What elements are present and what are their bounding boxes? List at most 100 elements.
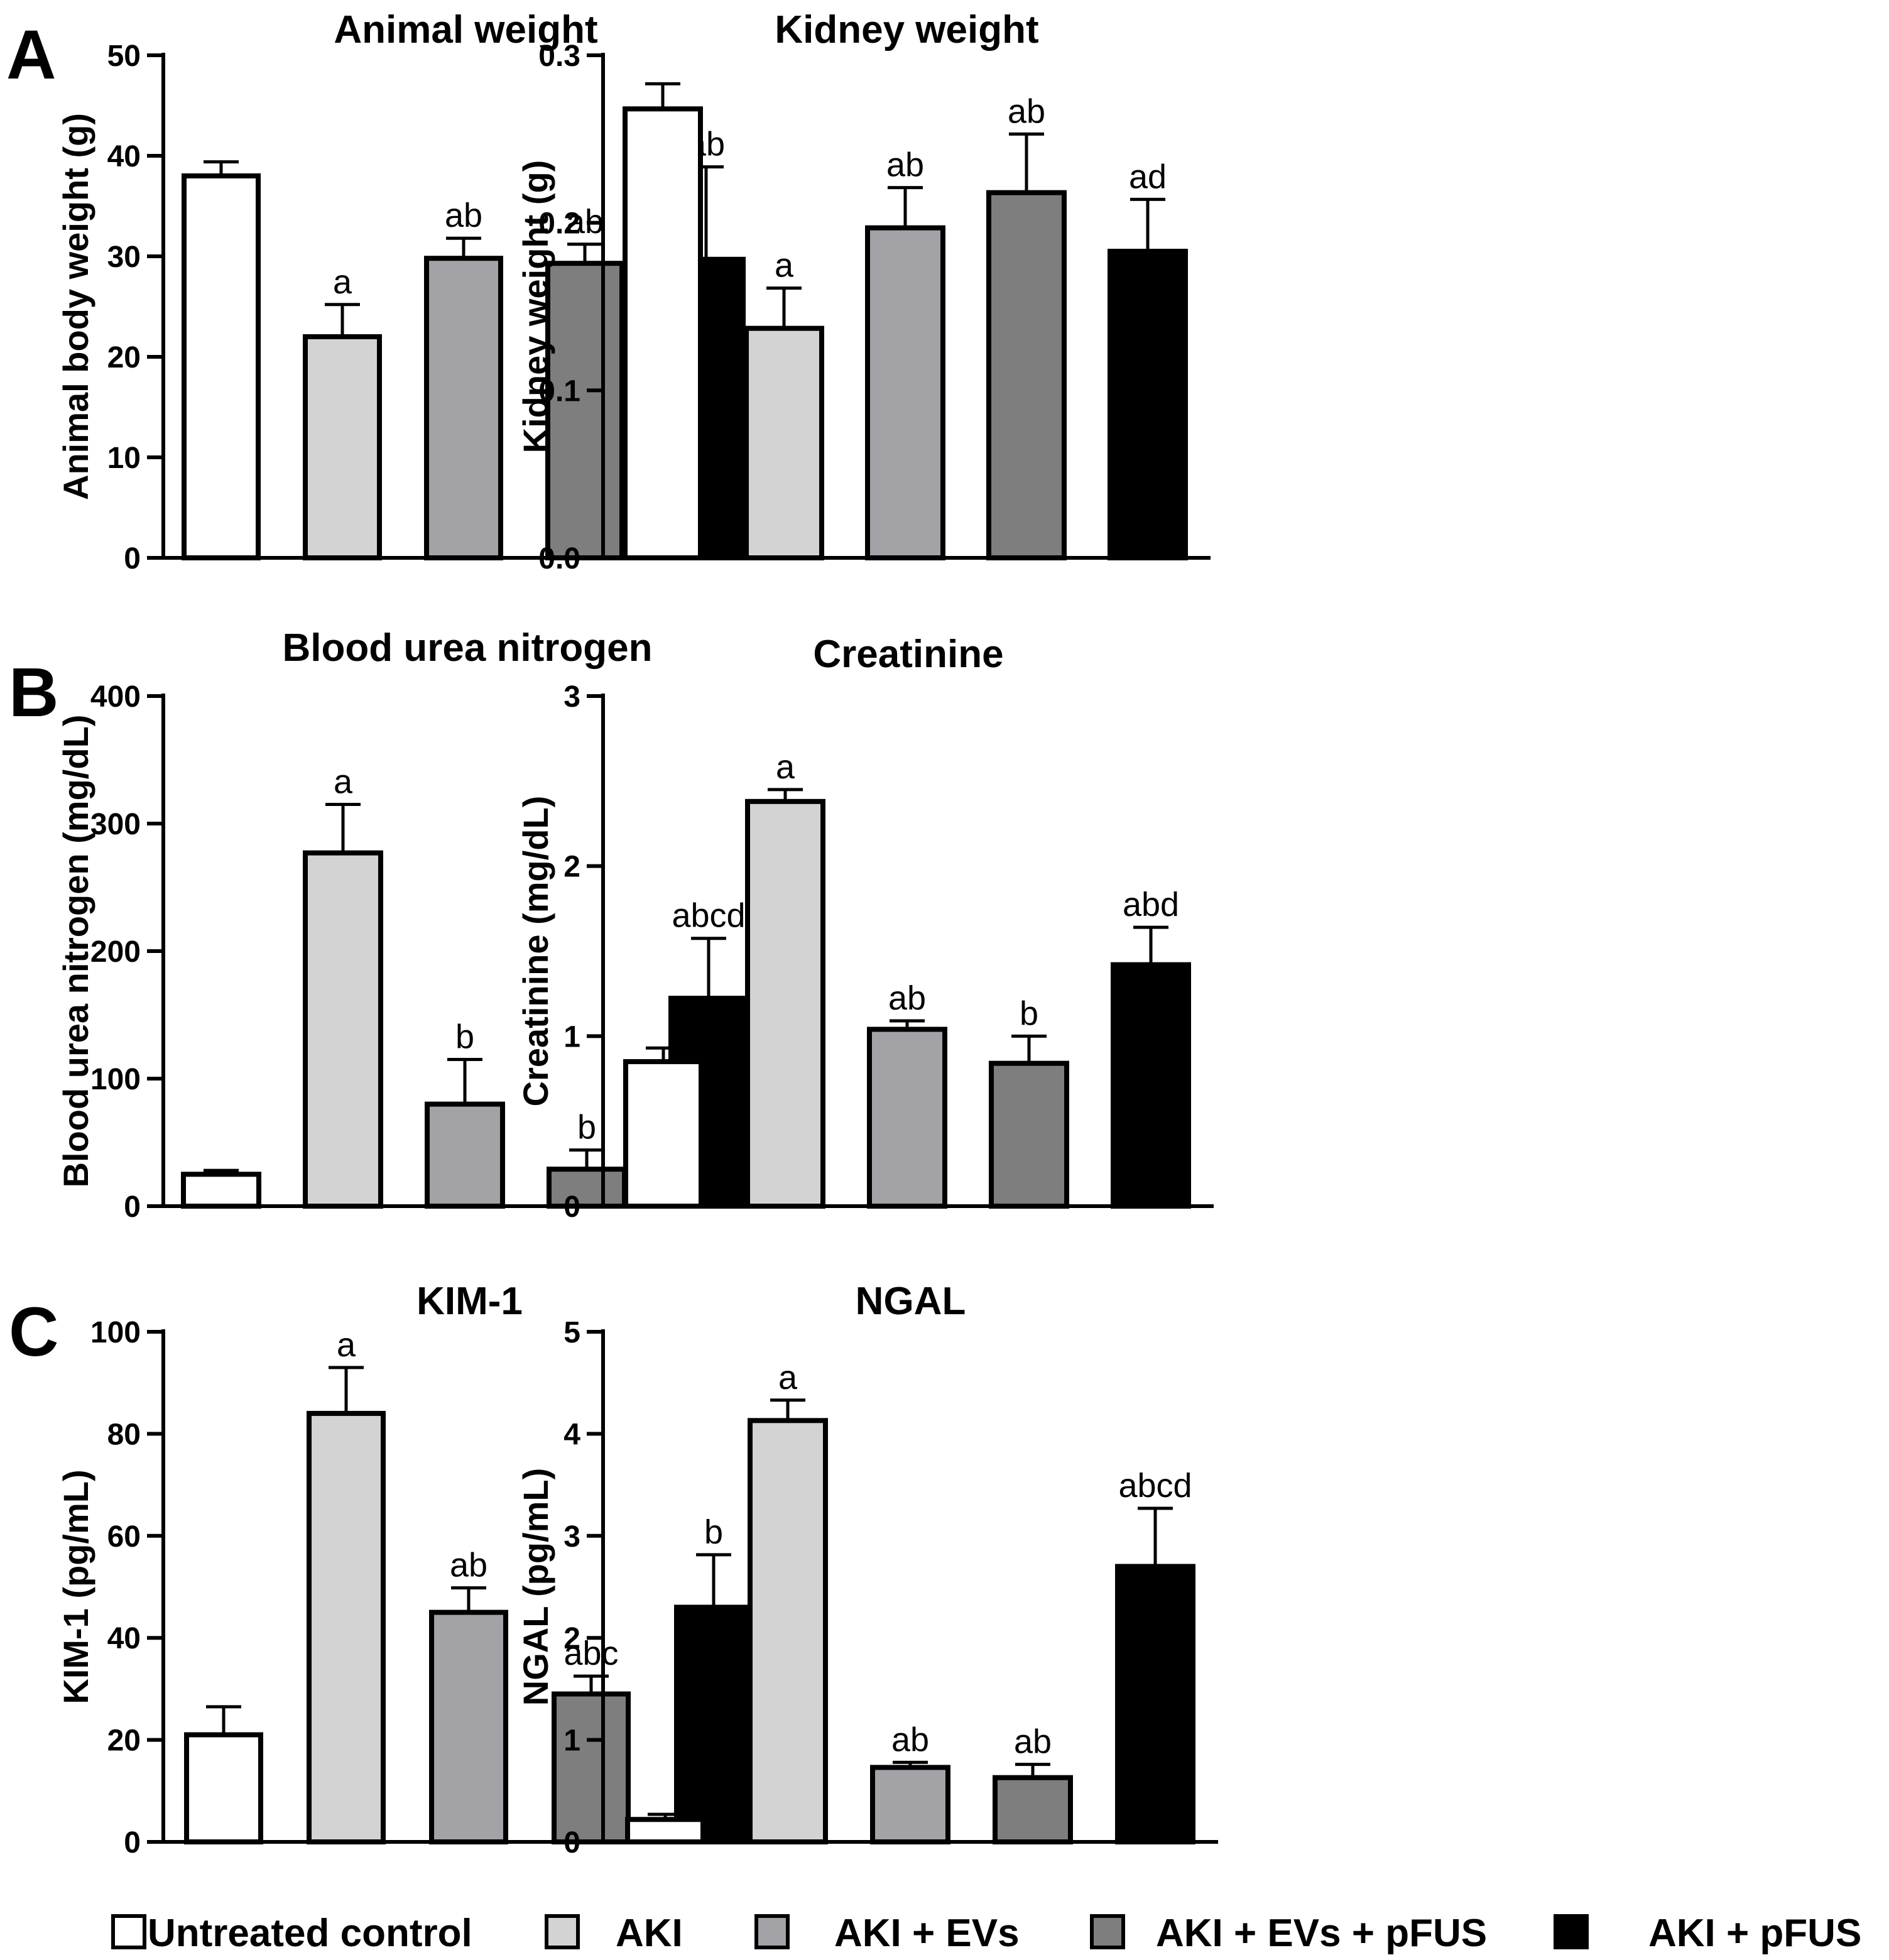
kidney-weight-sig-label-aki-evs: ab xyxy=(886,146,924,184)
panel-letter-a: A xyxy=(6,16,56,94)
panel-letter-b: B xyxy=(9,654,58,731)
blood-urea-nitrogen-title: Blood urea nitrogen xyxy=(283,626,653,670)
animal-weight-ytick-label-5: 50 xyxy=(107,40,141,73)
kidney-weight-bar-untreated-control xyxy=(623,106,703,561)
kidney-weight-ytick-label-0: 0.0 xyxy=(538,542,580,575)
creatinine-sig-label-aki-pfus: abd xyxy=(1123,886,1179,923)
blood-urea-nitrogen-ytick-label-2: 200 xyxy=(90,935,141,969)
animal-weight-ylabel: Animal body weight (g) xyxy=(56,113,95,500)
creatinine-sig-label-aki: a xyxy=(776,748,795,786)
kim-1-sig-label-aki-pfus: b xyxy=(704,1513,723,1551)
legend-label-aki-evs-pfus: AKI + EVs + pFUS xyxy=(1156,1912,1487,1955)
creatinine-sig-label-aki-evs-pfus: b xyxy=(1020,994,1038,1032)
ngal-ytick-label-3: 3 xyxy=(563,1520,580,1554)
kidney-weight-ytick-label-1: 0.1 xyxy=(538,374,580,408)
kim-1-ytick-label-1: 20 xyxy=(107,1724,141,1758)
kim-1-sig-label-aki-evs: ab xyxy=(450,1547,487,1584)
kidney-weight-bar-aki-pfus xyxy=(1108,249,1188,560)
creatinine-sig-label-aki-evs: ab xyxy=(888,979,926,1017)
creatinine-ytick-label-0: 0 xyxy=(563,1190,580,1224)
legend-label-aki-pfus: AKI + pFUS xyxy=(1648,1912,1861,1955)
kim-1-ylabel: KIM-1 (pg/mL) xyxy=(56,1469,95,1704)
ngal-ytick-label-5: 5 xyxy=(563,1316,580,1349)
kidney-weight-bar-aki xyxy=(744,325,824,561)
creatinine-title: Creatinine xyxy=(813,633,1003,676)
ngal-sig-label-aki-evs-pfus: ab xyxy=(1014,1723,1052,1761)
kim-1-ytick-label-5: 100 xyxy=(90,1316,141,1349)
creatinine-bar-aki-evs-pfus xyxy=(989,1060,1069,1209)
animal-weight-bar-aki-evs xyxy=(424,256,503,560)
kidney-weight-sig-label-aki-pfus: ad xyxy=(1129,158,1167,195)
ngal-ytick-label-1: 1 xyxy=(563,1724,580,1758)
kim-1-ytick-label-3: 60 xyxy=(107,1520,141,1554)
legend-label-aki-evs: AKI + EVs xyxy=(834,1912,1020,1955)
ngal-ylabel: NGAL (pg/mL) xyxy=(516,1468,555,1706)
animal-weight-ytick-label-0: 0 xyxy=(124,542,141,575)
animal-weight-title: Animal weight xyxy=(334,8,597,52)
ngal-ytick-label-4: 4 xyxy=(563,1418,580,1451)
animal-weight-bar-aki xyxy=(303,334,382,560)
chart-kidney-weight: Kidney weight Kidney weight (g) 0.0 0.1 0.2 0… xyxy=(516,8,1211,575)
kidney-weight-ytick-label-3: 0.3 xyxy=(538,40,580,73)
ngal-sig-label-aki: a xyxy=(778,1359,798,1396)
kim-1-ytick-label-0: 0 xyxy=(124,1826,141,1859)
creatinine-bar-aki-evs xyxy=(867,1026,947,1209)
blood-urea-nitrogen-sig-label-aki: a xyxy=(334,763,353,801)
ngal-bar-aki xyxy=(748,1418,828,1845)
creatinine-ytick-label-1: 1 xyxy=(563,1020,580,1054)
kidney-weight-sig-label-aki: a xyxy=(775,247,794,285)
creatinine-bar-aki xyxy=(745,798,825,1209)
ngal-bar-untreated-control xyxy=(625,1817,705,1844)
kidney-weight-sig-label-aki-evs-pfus: ab xyxy=(1008,92,1045,130)
creatinine-ytick-label-2: 2 xyxy=(563,851,580,884)
chart-animal-weight: Animal weight Animal body weight (g) 0 10 20… xyxy=(56,8,768,575)
legend-label-aki: AKI xyxy=(616,1912,683,1955)
kim-1-title: KIM-1 xyxy=(416,1280,523,1323)
legend-swatch-aki xyxy=(545,1914,580,1949)
animal-weight-ytick-label-4: 40 xyxy=(107,140,141,173)
ngal-sig-label-aki-pfus: abcd xyxy=(1118,1467,1192,1505)
blood-urea-nitrogen-ytick-label-0: 0 xyxy=(124,1190,141,1224)
blood-urea-nitrogen-ytick-label-1: 100 xyxy=(90,1063,141,1096)
panel-letter-c: C xyxy=(9,1293,58,1371)
kim-1-sig-label-aki: a xyxy=(337,1326,356,1364)
animal-weight-sig-label-aki: a xyxy=(333,263,352,301)
legend-swatch-aki-pfus xyxy=(1554,1914,1589,1949)
kidney-weight-ytick-label-2: 0.2 xyxy=(538,207,580,241)
animal-weight-bar-aki-evs-pfus xyxy=(545,261,624,560)
blood-urea-nitrogen-ylabel: Blood urea nitrogen (mg/dL) xyxy=(56,715,95,1188)
blood-urea-nitrogen-ytick-label-3: 300 xyxy=(90,808,141,841)
kim-1-bar-aki-evs-pfus xyxy=(552,1691,631,1845)
creatinine-ylabel: Creatinine (mg/dL) xyxy=(516,796,555,1107)
ngal-ytick-label-0: 0 xyxy=(563,1826,580,1859)
kim-1-ytick-label-4: 80 xyxy=(107,1418,141,1451)
blood-urea-nitrogen-bar-aki-evs-pfus xyxy=(547,1167,627,1209)
legend-swatch-untreated-control xyxy=(111,1914,146,1949)
animal-weight-ytick-label-1: 10 xyxy=(107,442,141,475)
kidney-weight-ylabel: Kidney weight (g) xyxy=(516,160,555,454)
kim-1-bar-untreated-control xyxy=(184,1732,263,1844)
kidney-weight-title: Kidney weight xyxy=(775,8,1038,52)
kidney-weight-bar-aki-evs xyxy=(865,225,945,560)
blood-urea-nitrogen-sig-label-aki-evs: b xyxy=(455,1018,474,1056)
blood-urea-nitrogen-ytick-label-4: 400 xyxy=(90,680,141,714)
kim-1-sig-label-aki-evs-pfus: abc xyxy=(563,1635,618,1672)
blood-urea-nitrogen-sig-label-aki-evs-pfus: b xyxy=(577,1109,596,1146)
animal-weight-sig-label-aki-evs: ab xyxy=(445,197,482,234)
ngal-sig-label-aki-evs: ab xyxy=(891,1721,929,1758)
kim-1-ytick-label-2: 40 xyxy=(107,1622,141,1655)
kim-1-bar-aki-evs xyxy=(429,1609,508,1845)
blood-urea-nitrogen-sig-label-aki-pfus: abcd xyxy=(672,897,745,935)
animal-weight-ytick-label-3: 30 xyxy=(107,241,141,274)
chart-ngal: NGAL NGAL (pg/mL) 0 1 2 3 4 5 a ab ab abcd xyxy=(516,1280,1218,1859)
animal-weight-bar-untreated-control xyxy=(182,173,261,560)
creatinine-bar-untreated-control xyxy=(623,1059,704,1209)
kim-1-bar-aki xyxy=(307,1410,386,1844)
blood-urea-nitrogen-bar-untreated-control xyxy=(181,1172,261,1209)
creatinine-ytick-label-3: 3 xyxy=(563,680,580,714)
ngal-ytick-label-2: 2 xyxy=(563,1622,580,1655)
ngal-bar-aki-pfus xyxy=(1115,1564,1195,1845)
kidney-weight-bar-aki-evs-pfus xyxy=(986,190,1067,560)
kim-1-bar-aki-pfus xyxy=(674,1604,753,1844)
